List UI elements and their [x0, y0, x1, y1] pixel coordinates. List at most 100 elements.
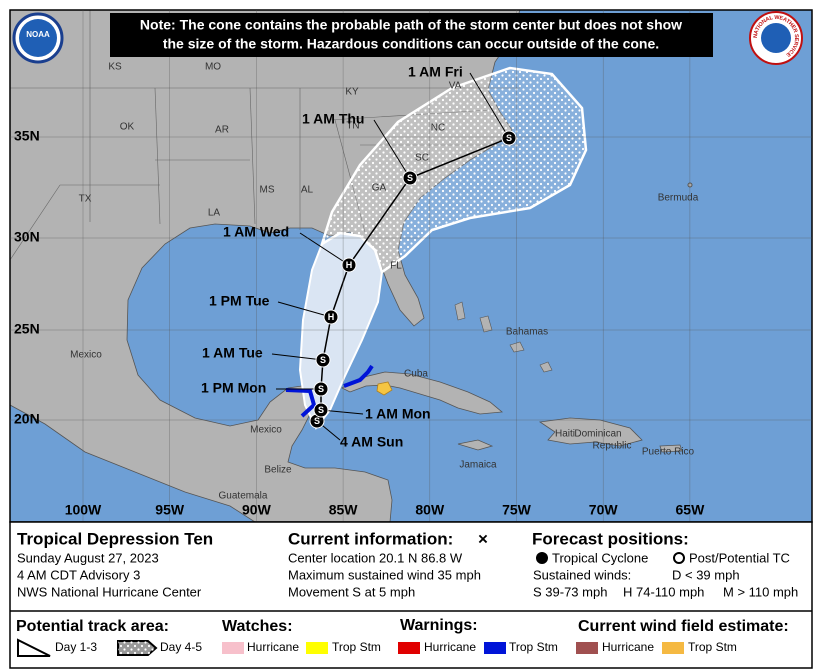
noaa-logo-inner — [19, 19, 57, 57]
place-label: Mexico — [70, 350, 102, 361]
forecast-marker-letter: S — [318, 384, 324, 394]
label-leader — [469, 72, 510, 139]
forecast-marker — [341, 257, 357, 273]
place-label: LA — [208, 208, 221, 219]
place-label: Cuba — [404, 369, 428, 380]
legend-item: Hurricane — [247, 640, 299, 654]
legend-title: Watches: — [222, 618, 293, 635]
forecast-time-label: 1 AM Fri — [408, 64, 463, 80]
wind-class: H 74-110 mph — [623, 584, 704, 599]
label-leader — [277, 301, 332, 318]
hurricane-watch-swatch — [222, 642, 244, 654]
forecast-marker-letter: S — [506, 133, 512, 143]
current-line: Maximum sustained wind 35 mph — [288, 567, 481, 582]
wind-field-estimate — [376, 381, 393, 396]
tropical-cyclone-symbol — [536, 552, 548, 564]
longitude-label: 95W — [155, 502, 185, 518]
nws-logo-inner — [761, 23, 791, 53]
place-label: Bermuda — [658, 193, 699, 204]
puerto-rico — [659, 444, 683, 453]
legend-title: Current wind field estimate: — [578, 618, 789, 635]
forecast-marker-letter: S — [320, 355, 326, 365]
wind-class: M > 110 mph — [723, 584, 798, 599]
legend-item: Trop Stm — [332, 640, 381, 654]
longitude-label: 65W — [676, 502, 706, 518]
forecast-time-label: 1 PM Tue — [209, 293, 270, 309]
tropical-storm-warning — [285, 388, 317, 418]
current-line: Center location 20.1 N 86.8 W — [288, 550, 463, 565]
current-line: Movement S at 5 mph — [288, 584, 415, 599]
forecast-marker-letter: S — [314, 416, 320, 426]
note-line: Note: The cone contains the probable pat… — [140, 17, 682, 33]
forecast-time-label: 1 AM Thu — [302, 111, 364, 127]
forecast-marker — [501, 130, 517, 146]
place-label: TX — [79, 194, 92, 205]
jamaica — [457, 439, 494, 451]
legend-item: Trop Stm — [688, 640, 737, 654]
forecast-marker-letter: H — [346, 260, 353, 270]
place-label: KS — [108, 62, 122, 73]
tropical-storm-warning — [343, 364, 374, 388]
hispaniola — [538, 417, 643, 447]
forecast-marker — [315, 352, 331, 368]
place-label: KY — [345, 87, 359, 98]
legend-title: Warnings: — [400, 617, 478, 634]
legend-title: Potential track area: — [16, 618, 169, 635]
forecast-title: Forecast positions: — [532, 529, 689, 548]
place-label: MS — [260, 185, 275, 196]
legend-item: Hurricane — [424, 640, 476, 654]
longitude-label: 90W — [242, 502, 272, 518]
wind-class: S 39-73 mph — [533, 584, 607, 599]
place-label: AL — [301, 185, 314, 196]
place-label: Mexico — [250, 425, 282, 436]
place-label: OK — [120, 122, 135, 133]
place-label: GA — [372, 183, 387, 194]
place-label: Bahamas — [506, 327, 548, 338]
longitude-label: 100W — [65, 502, 102, 518]
place-label: Haiti — [555, 429, 575, 440]
forecast-symbol-label: Tropical Cyclone — [552, 550, 648, 565]
place-label: Puerto Rico — [642, 447, 695, 458]
storm-title: Tropical Depression Ten — [17, 529, 213, 548]
post-tc-symbol — [673, 552, 685, 564]
legend-item: Day 4-5 — [160, 640, 202, 654]
latitude-label: 35N — [14, 128, 40, 144]
forecast-time-label: 1 PM Mon — [201, 380, 266, 396]
place-label: Belize — [264, 465, 292, 476]
forecast-time-label: 1 AM Tue — [202, 345, 263, 361]
forecast-time-label: 4 AM Sun — [340, 434, 403, 450]
forecast-marker — [313, 381, 329, 397]
latitude-label: 30N — [14, 229, 40, 245]
label-leader — [373, 119, 411, 179]
place-label: SC — [415, 153, 429, 164]
storm-line: NWS National Hurricane Center — [17, 584, 202, 599]
place-label: NC — [431, 123, 445, 134]
place-label: VA — [449, 81, 462, 92]
map: KS MO KY VA OK AR TN NC SC TX MS AL GA LA FL Bermuda Mex… — [10, 10, 812, 522]
place-label: Republic — [593, 441, 632, 452]
place-label: AR — [215, 125, 229, 136]
legend-item: Day 1-3 — [55, 640, 97, 654]
longitude-label: 70W — [589, 502, 619, 518]
forecast-marker — [402, 170, 418, 186]
label-leader — [271, 353, 324, 361]
latitude-label: 25N — [14, 321, 40, 337]
longitude-label: 75W — [502, 502, 532, 518]
place-label: Guatemala — [219, 491, 268, 502]
place-label: MO — [205, 62, 221, 73]
tropical-storm-wind-swatch — [662, 642, 684, 654]
note-box — [110, 13, 713, 57]
forecast-time-label: 1 AM Wed — [223, 224, 289, 240]
hurricane-wind-swatch — [576, 642, 598, 654]
place-label: FL — [390, 261, 402, 272]
storm-line: 4 AM CDT Advisory 3 — [17, 567, 140, 582]
forecast-marker-letter: S — [407, 173, 413, 183]
storm-line: Sunday August 27, 2023 — [17, 550, 159, 565]
tropical-storm-warning-swatch — [484, 642, 506, 654]
latitude-label: 20N — [14, 411, 40, 427]
day-4-5-icon-stipple — [118, 641, 156, 655]
place-label: Dominican — [574, 429, 621, 440]
legend-item: Trop Stm — [509, 640, 558, 654]
forecast-marker — [313, 402, 329, 418]
cone-day-4-5-stipple — [322, 68, 586, 272]
